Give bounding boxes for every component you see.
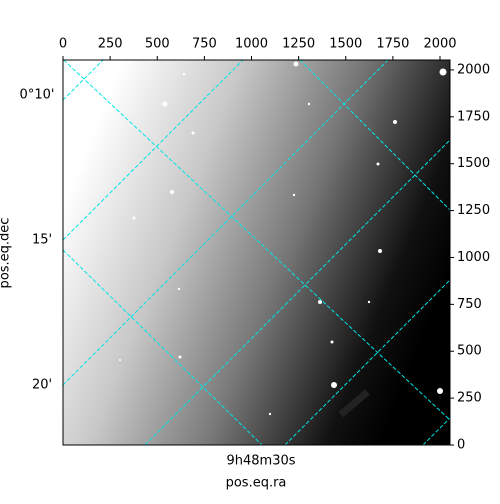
y-tick-label: 500 [457,344,482,359]
y-tick-label: 750 [457,297,482,312]
x-tick-label: 0 [59,37,67,52]
y-tick-label: 1000 [457,250,490,265]
stars [119,61,447,416]
x-tick-label: 1000 [235,37,268,52]
y-tick-label: 1750 [457,109,490,124]
dec-tick-label: 0°10' [20,88,55,103]
ra-tick-label: 9h48m30s [226,454,295,469]
y-tick-label: 0 [457,438,465,453]
x-tick-label: 1750 [376,37,409,52]
world-grid [63,60,450,445]
artifact [338,389,370,418]
y-tick-label: 250 [457,391,482,406]
y-axis-label: pos.eq.dec [0,218,13,289]
y-tick-label: 1250 [457,203,490,218]
image [63,60,450,445]
x-tick-label: 750 [192,37,217,52]
dec-tick-label: 20' [32,378,52,393]
x-tick-label: 2000 [423,37,456,52]
y-tick-label: 1500 [457,156,490,171]
y-tick-label: 2000 [457,62,490,77]
x-tick-label: 500 [145,37,170,52]
x-tick-label: 1250 [282,37,315,52]
x-tick-label: 250 [98,37,123,52]
dec-tick-label: 15' [32,233,52,248]
x-tick-label: 1500 [329,37,362,52]
x-axis-label: pos.eq.ra [226,476,287,491]
frame [62,59,451,446]
